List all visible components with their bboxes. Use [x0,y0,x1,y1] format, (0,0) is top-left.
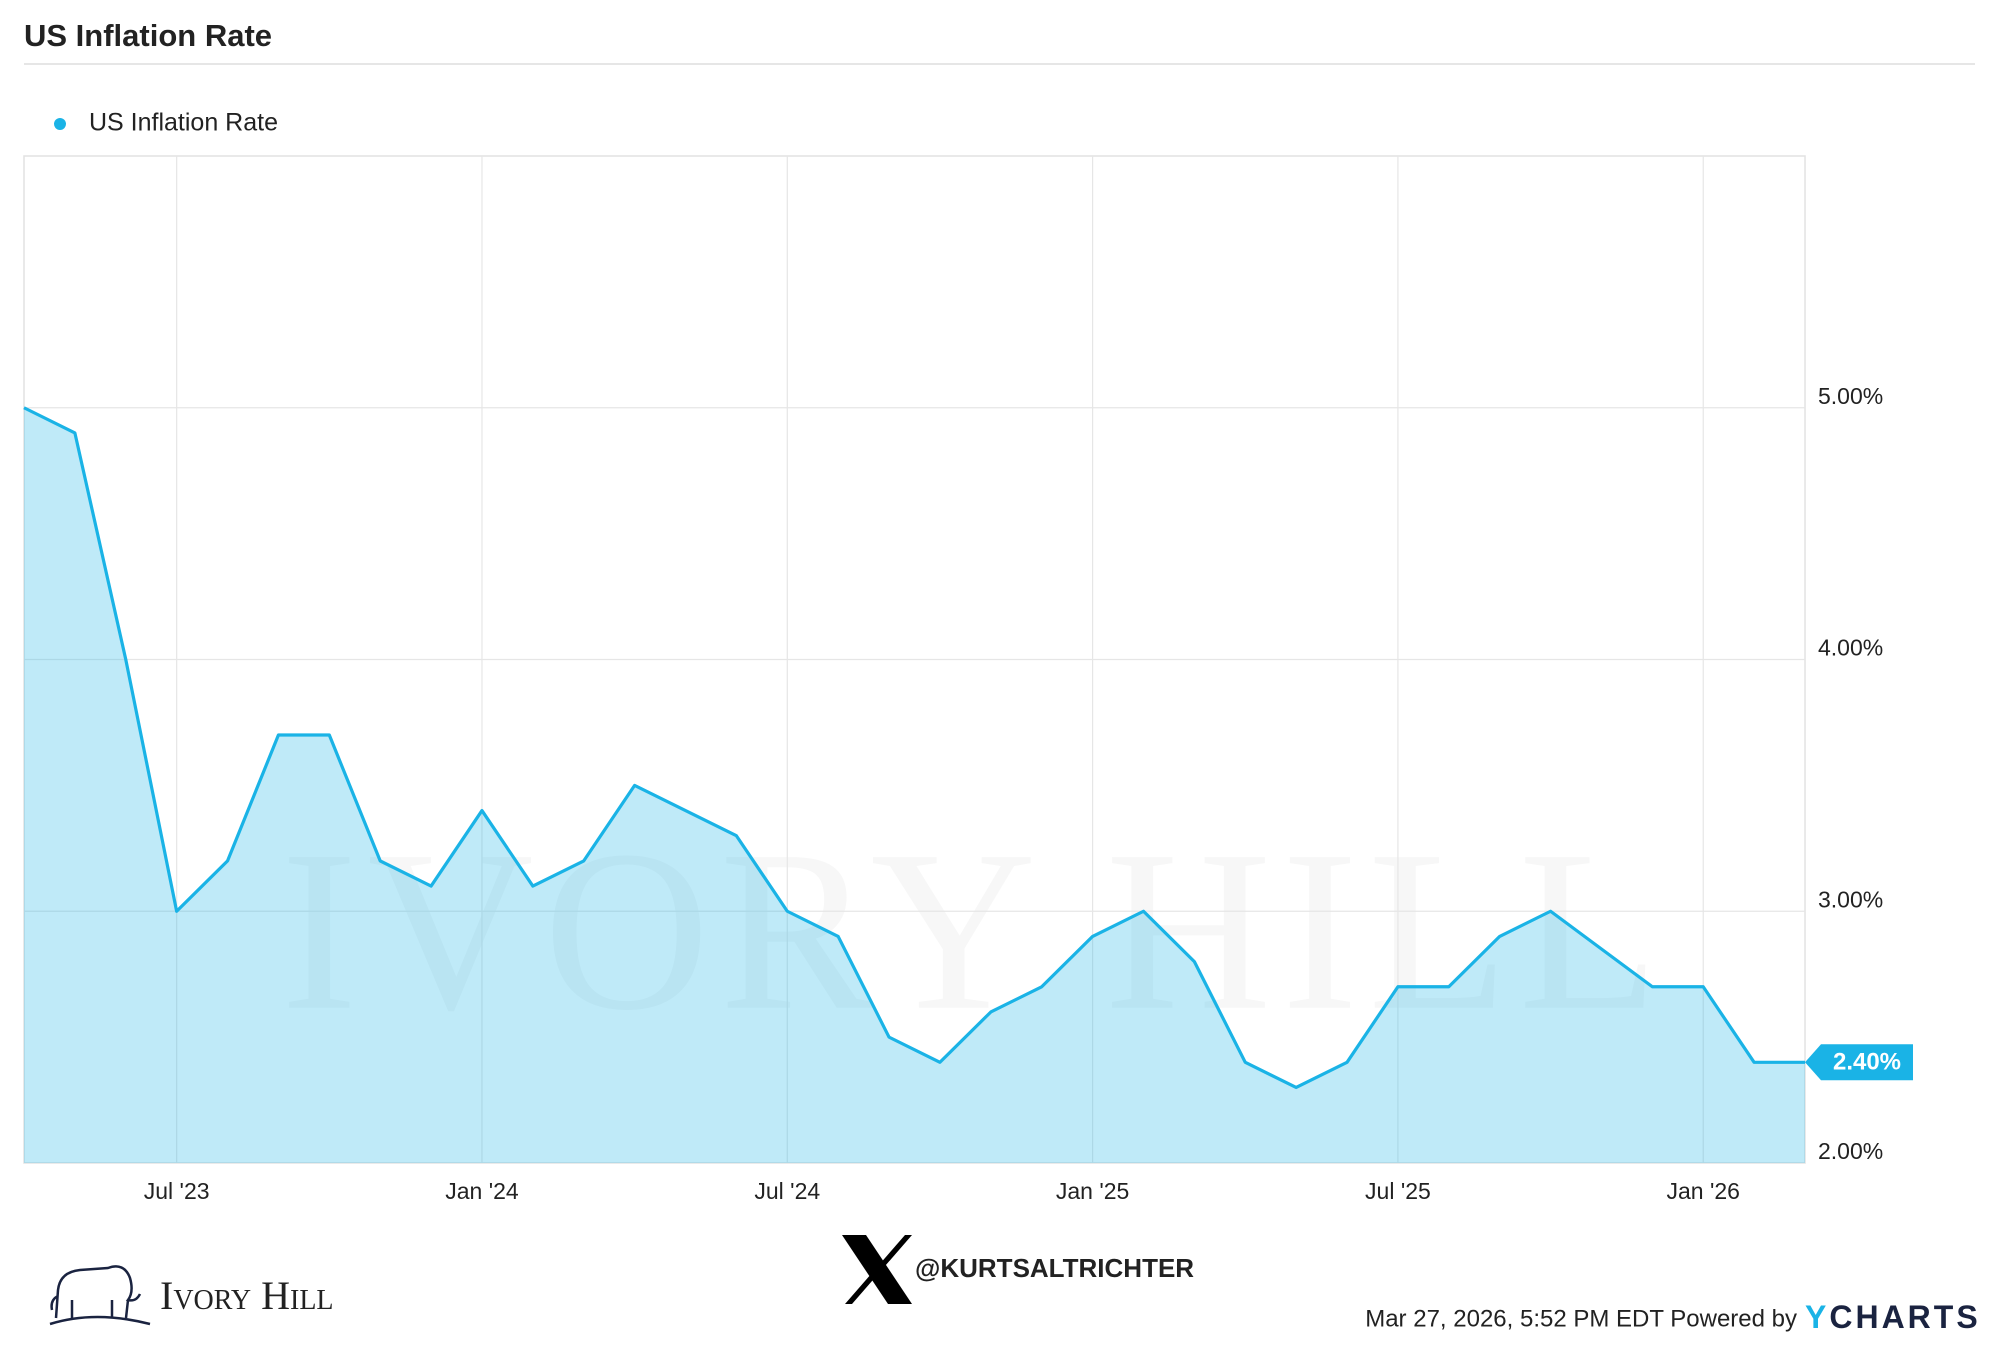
x-logo [842,1235,912,1304]
end-label: 2.40% [1833,1049,1901,1076]
brand-logo [49,1265,151,1326]
line [23,406,1805,1090]
chart-title: US Inflation Rate [24,18,272,53]
legend-label: US Inflation Rate [89,109,278,137]
y-tick-label: 4.00% [1818,635,1883,661]
area [24,407,1805,1163]
timestamp: Mar 27, 2026, 5:52 PM EDT Powered by [1365,1305,1797,1332]
y-tick-label: 2.00% [1818,1138,1883,1164]
x-tick-label: Jul '23 [144,1178,210,1204]
x-tick-label: Jan '24 [445,1178,519,1204]
provider-rest: CHARTS [1829,1299,1980,1335]
brand-name: Ivory Hill [160,1273,334,1318]
end-label-tag [1805,1044,1913,1081]
provider-logo: YCHARTS [1805,1299,1981,1335]
provider-y: Y [1805,1299,1829,1335]
y-tick-label: 3.00% [1818,886,1883,912]
x-tick-label: Jul '25 [1365,1178,1431,1204]
legend-marker [54,118,66,130]
x-tick-label: Jul '24 [754,1178,820,1204]
x-tick-label: Jan '26 [1667,1178,1740,1204]
y-tick-label: 5.00% [1818,383,1883,409]
social-handle: @KURTSALTRICHTER [915,1253,1194,1283]
x-tick-label: Jan '25 [1056,1178,1129,1204]
